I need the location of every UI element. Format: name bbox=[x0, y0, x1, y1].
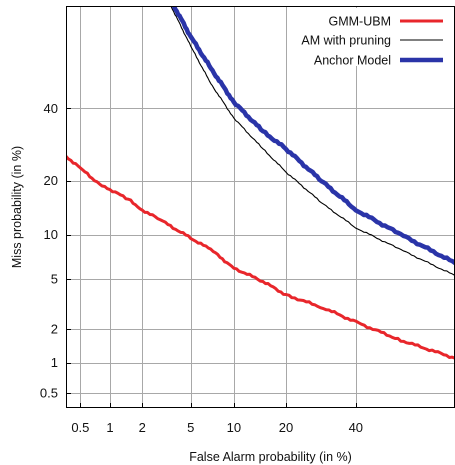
y-tick-label: 0.5 bbox=[40, 386, 58, 401]
y-tick-label: 40 bbox=[44, 101, 58, 116]
x-tick-label: 40 bbox=[349, 420, 363, 435]
y-tick-labels: 0.5 1 2 5 10 20 40 bbox=[40, 101, 58, 401]
series-anchor-model bbox=[171, 6, 455, 266]
gridlines bbox=[66, 6, 455, 408]
x-tick-label: 5 bbox=[187, 420, 194, 435]
series-am-with-pruning bbox=[170, 6, 455, 277]
x-tick-label: 10 bbox=[227, 420, 241, 435]
y-tick-label: 5 bbox=[51, 272, 58, 287]
y-axis-title: Miss probability (in %) bbox=[10, 146, 24, 268]
x-tick-labels: 0.5 1 2 5 10 20 40 bbox=[71, 420, 363, 435]
tick-marks bbox=[66, 108, 357, 408]
legend-background bbox=[300, 8, 453, 66]
legend-label-anchor-model: Anchor Model bbox=[314, 54, 391, 68]
series-gmm-ubm bbox=[66, 154, 455, 360]
y-tick-label: 10 bbox=[44, 227, 58, 242]
legend: GMM-UBM AM with pruning Anchor Model bbox=[300, 8, 453, 68]
y-tick-label: 2 bbox=[51, 322, 58, 337]
x-tick-label: 2 bbox=[139, 420, 146, 435]
y-tick-label: 1 bbox=[51, 355, 58, 370]
x-tick-label: 20 bbox=[279, 420, 293, 435]
legend-label-gmm-ubm: GMM-UBM bbox=[329, 15, 392, 29]
legend-label-am-with-pruning: AM with pruning bbox=[301, 34, 391, 48]
plot-frame bbox=[66, 6, 455, 408]
series-lines bbox=[66, 6, 455, 360]
x-tick-label: 0.5 bbox=[71, 420, 89, 435]
x-tick-label: 1 bbox=[106, 420, 113, 435]
y-tick-label: 20 bbox=[44, 173, 58, 188]
x-axis-title: False Alarm probability (in %) bbox=[189, 450, 352, 464]
